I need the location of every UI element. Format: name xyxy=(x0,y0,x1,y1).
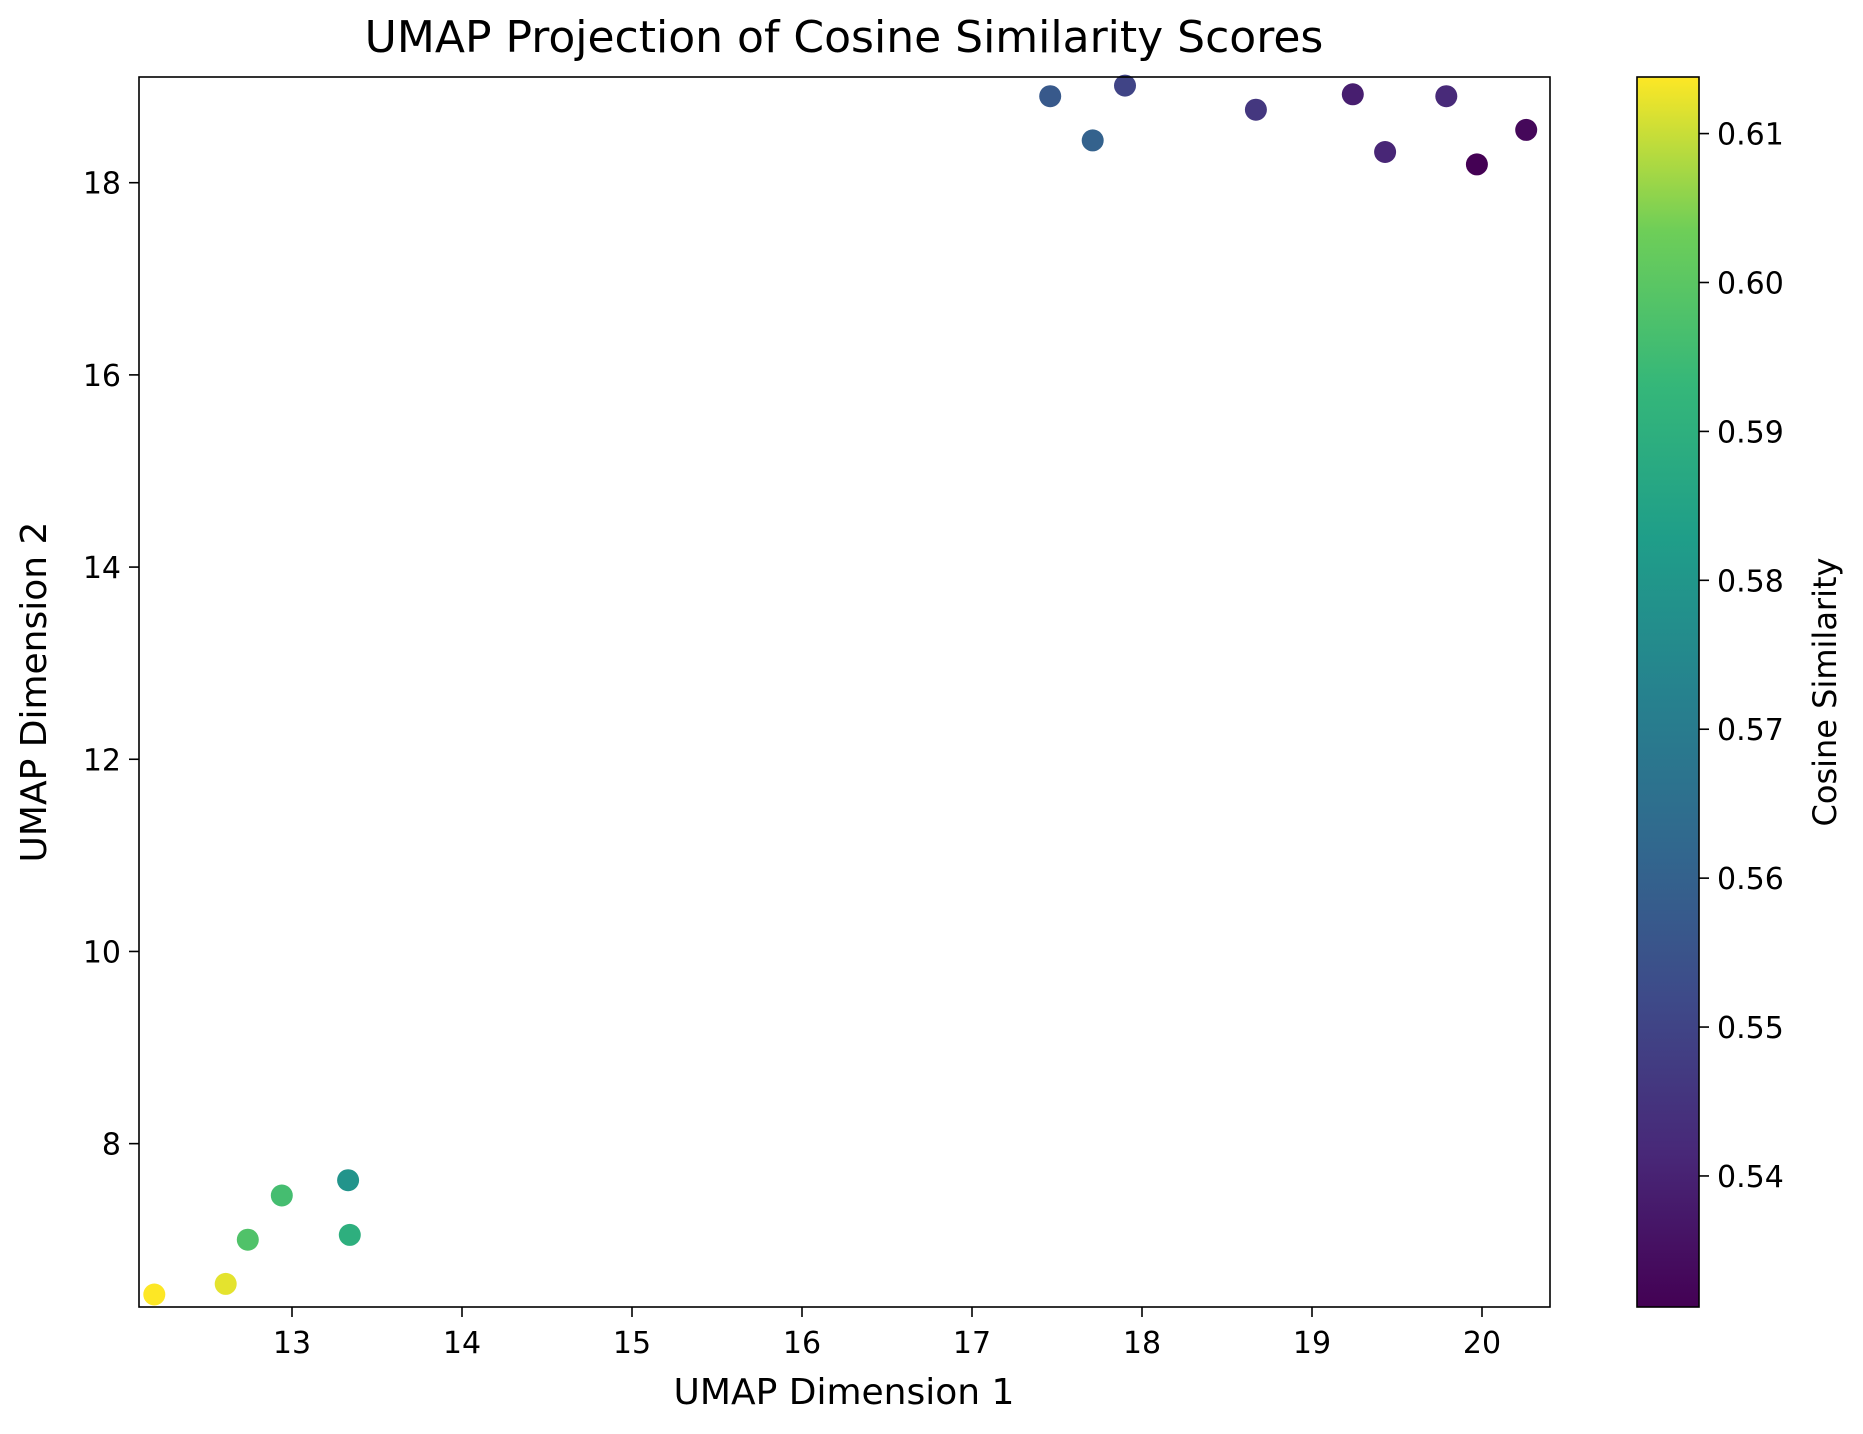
data-point xyxy=(270,1184,293,1207)
colorbar-tick-label: 0.54 xyxy=(1717,1160,1784,1195)
x-tick-label: 14 xyxy=(443,1326,481,1361)
x-tick-label: 13 xyxy=(273,1326,311,1361)
colorbar-tick-label: 0.59 xyxy=(1717,415,1784,450)
colorbar-ticks: 0.54 0.55 0.56 0.57 0.58 0.59 0.60 0.61 xyxy=(1699,118,1784,1195)
colorbar-frame xyxy=(1636,76,1700,1308)
colorbar-tick-label: 0.60 xyxy=(1717,266,1784,301)
colorbar-tick-label: 0.55 xyxy=(1717,1011,1784,1046)
colorbar-tick-label: 0.61 xyxy=(1717,118,1784,153)
points-layer xyxy=(143,74,1538,1306)
colorbar-tick-label: 0.58 xyxy=(1717,564,1784,599)
y-tick-label: 8 xyxy=(102,1128,121,1163)
x-tick-label: 15 xyxy=(613,1326,651,1361)
colorbar-gradient xyxy=(1637,77,1699,1307)
x-tick-label: 18 xyxy=(1123,1326,1161,1361)
y-tick-label: 10 xyxy=(83,935,121,970)
x-axis-ticks: 13 14 15 16 17 18 19 20 xyxy=(273,1307,1501,1361)
y-tick-label: 16 xyxy=(83,359,121,394)
data-point xyxy=(1114,74,1136,97)
chart-title: UMAP Projection of Cosine Similarity Sco… xyxy=(365,12,1324,63)
data-point xyxy=(1465,153,1488,176)
data-point xyxy=(1081,129,1104,152)
y-axis-ticks: 8 10 12 14 16 18 xyxy=(83,167,139,1163)
y-tick-label: 12 xyxy=(83,743,121,778)
data-point xyxy=(337,1169,360,1192)
x-tick-label: 17 xyxy=(953,1326,991,1361)
y-tick-label: 18 xyxy=(83,167,121,202)
y-axis-label: UMAP Dimension 2 xyxy=(14,522,55,863)
y-tick-label: 14 xyxy=(83,551,121,586)
data-point xyxy=(1374,141,1397,163)
data-point xyxy=(1244,98,1267,121)
colorbar-tick-label: 0.56 xyxy=(1717,862,1784,897)
data-point xyxy=(338,1223,361,1246)
x-tick-label: 19 xyxy=(1293,1326,1331,1361)
data-point xyxy=(1341,83,1364,106)
x-tick-label: 20 xyxy=(1463,1326,1501,1361)
colorbar: 0.54 0.55 0.56 0.57 0.58 0.59 0.60 0.61 Cosine … xyxy=(1636,76,1844,1308)
data-point xyxy=(236,1228,259,1251)
x-axis-label: UMAP Dimension 1 xyxy=(674,1372,1015,1413)
data-point xyxy=(1435,85,1458,108)
x-tick-label: 16 xyxy=(783,1326,821,1361)
colorbar-label: Cosine Similarity xyxy=(1806,558,1844,827)
data-point xyxy=(143,1283,166,1306)
colorbar-tick-label: 0.57 xyxy=(1717,713,1784,748)
plot-frame xyxy=(138,76,1551,1308)
data-point xyxy=(1039,85,1062,108)
data-point xyxy=(214,1272,237,1295)
data-point xyxy=(1515,118,1538,141)
plot-area xyxy=(138,74,1551,1308)
